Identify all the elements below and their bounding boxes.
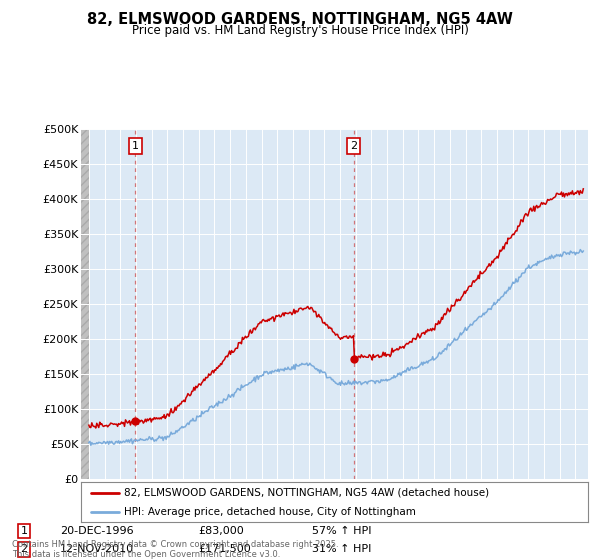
Text: 57% ↑ HPI: 57% ↑ HPI — [312, 526, 371, 536]
Text: 82, ELMSWOOD GARDENS, NOTTINGHAM, NG5 4AW: 82, ELMSWOOD GARDENS, NOTTINGHAM, NG5 4A… — [87, 12, 513, 27]
Text: Contains HM Land Registry data © Crown copyright and database right 2025.
This d: Contains HM Land Registry data © Crown c… — [12, 540, 338, 559]
Text: 2: 2 — [350, 141, 357, 151]
Text: 1: 1 — [132, 141, 139, 151]
Text: £171,500: £171,500 — [198, 544, 251, 554]
Text: 82, ELMSWOOD GARDENS, NOTTINGHAM, NG5 4AW (detached house): 82, ELMSWOOD GARDENS, NOTTINGHAM, NG5 4A… — [124, 488, 489, 498]
Text: 1: 1 — [20, 526, 28, 536]
Text: Price paid vs. HM Land Registry's House Price Index (HPI): Price paid vs. HM Land Registry's House … — [131, 24, 469, 36]
Text: HPI: Average price, detached house, City of Nottingham: HPI: Average price, detached house, City… — [124, 507, 416, 517]
Text: 12-NOV-2010: 12-NOV-2010 — [60, 544, 134, 554]
Text: 2: 2 — [20, 544, 28, 554]
Text: 20-DEC-1996: 20-DEC-1996 — [60, 526, 134, 536]
Text: £83,000: £83,000 — [198, 526, 244, 536]
Text: 31% ↑ HPI: 31% ↑ HPI — [312, 544, 371, 554]
Bar — [81, 129, 89, 479]
